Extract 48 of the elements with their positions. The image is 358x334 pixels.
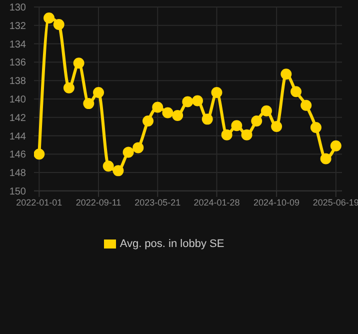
x-tick-label: 2024-10-09 — [254, 197, 300, 208]
point — [44, 12, 55, 24]
point — [271, 121, 282, 132]
point — [73, 58, 84, 69]
x-tick-label: 2024-01-28 — [194, 197, 240, 208]
point — [231, 120, 242, 132]
point — [310, 122, 322, 133]
point — [320, 153, 332, 164]
point — [300, 100, 312, 111]
x-tick-label: 2023-05-21 — [134, 197, 181, 208]
y-tick-label: 148 — [9, 168, 26, 180]
y-tick-label: 140 — [9, 94, 26, 106]
y-tick-label: 138 — [9, 76, 26, 88]
point — [162, 107, 174, 118]
point — [260, 105, 272, 116]
point — [251, 116, 262, 127]
point — [112, 165, 124, 176]
point — [34, 148, 45, 160]
point — [142, 116, 154, 127]
point — [53, 18, 64, 30]
y-tick-label: 144 — [9, 131, 26, 142]
point — [221, 129, 232, 140]
y-tick-label: 142 — [9, 112, 26, 124]
point — [132, 142, 144, 154]
point — [202, 114, 213, 125]
point — [182, 96, 194, 108]
point — [211, 87, 222, 98]
y-tick-label: 146 — [9, 150, 26, 161]
x-tick-label: 2022-09-11 — [76, 197, 122, 208]
point — [93, 87, 104, 98]
y-tick-label: 136 — [9, 58, 26, 69]
point — [152, 102, 164, 113]
y-tick-label: 130 — [9, 2, 26, 14]
point — [102, 160, 114, 172]
legend-label: Avg. pos. in lobby SE — [120, 238, 224, 250]
point — [290, 86, 302, 98]
point — [241, 129, 252, 140]
point — [192, 95, 203, 106]
y-tick-label: 134 — [9, 39, 26, 50]
point — [122, 146, 134, 158]
point — [172, 110, 184, 122]
y-tick-label: 132 — [9, 20, 26, 32]
point — [63, 82, 74, 94]
x-tick-label: 2022-01-01 — [16, 197, 62, 208]
point — [330, 140, 342, 152]
point — [280, 68, 292, 80]
point — [83, 98, 94, 110]
y-tick-label: 150 — [9, 186, 26, 198]
